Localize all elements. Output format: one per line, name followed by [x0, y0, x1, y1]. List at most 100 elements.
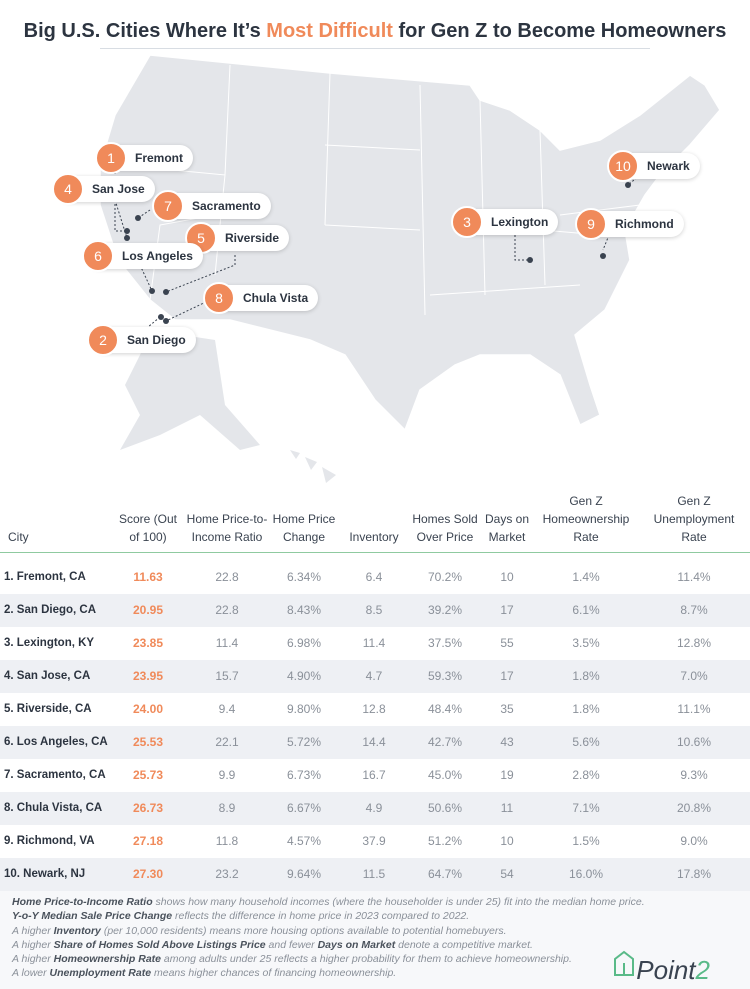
city-cell: 4. San Jose, CA	[0, 659, 112, 693]
value-cell: 51.2%	[427, 834, 463, 848]
rank-badge: 1	[95, 142, 127, 174]
table-row: 2. San Diego, CA 20.95 22.8 8.43% 8.5 39.2% 17…	[0, 593, 750, 627]
footnote-text: Home Price-to-Income Ratio	[12, 896, 153, 908]
value-cell: 55	[500, 636, 514, 650]
page-title: Big U.S. Cities Where It’s Most Difficul…	[0, 20, 750, 43]
value-cell: 17	[480, 593, 534, 627]
table-row: 4. San Jose, CA 23.95 15.7 4.90% 4.7 59.3% 17 1…	[0, 659, 750, 693]
footnotes: Home Price-to-Income Ratio shows how man…	[0, 891, 750, 989]
table-row: 1. Fremont, CA 11.63 22.8 6.34% 6.4 70.2% 10 1.…	[0, 561, 750, 594]
column-header: Homes Sold Over Price	[410, 492, 480, 553]
value-cell: 22.1	[184, 725, 270, 759]
city-cell: 1. Fremont, CA	[4, 571, 86, 583]
city-name: Riverside	[225, 231, 280, 245]
value-cell: 10	[500, 834, 514, 848]
footnote-text: Homeownership Rate	[53, 953, 161, 966]
value-cell: 42.7%	[410, 725, 480, 759]
city-name: San Jose	[92, 182, 145, 196]
footnote-text: reflects the difference in home price in…	[172, 910, 470, 923]
value-cell: 12.8%	[676, 636, 712, 650]
footnote-text: among adults under 25 reflects a higher …	[161, 953, 572, 966]
table-row: 8. Chula Vista, CA 26.73 8.9 6.67% 4.9 50.6% 1…	[0, 791, 750, 825]
footnote-text: Y-o-Y Median Sale Price Change	[12, 910, 173, 923]
value-cell: 17.8%	[638, 857, 750, 891]
value-cell: 10	[500, 570, 514, 584]
value-cell: 54	[480, 857, 534, 891]
city-cell: 10. Newark, NJ	[0, 857, 112, 891]
city-name: Chula Vista	[243, 291, 309, 305]
score-cell: 25.73	[132, 768, 164, 782]
value-cell: 6.1%	[534, 593, 638, 627]
map-label-san-diego: 2 San Diego	[87, 324, 196, 356]
rankings-table: City Score (Out of 100) Home Price-to-Inco…	[0, 492, 750, 891]
footnote-text: and fewer	[265, 938, 318, 951]
rank-badge: 9	[575, 208, 607, 240]
value-cell: 6.34%	[286, 570, 322, 584]
value-cell: 6.4	[365, 570, 383, 584]
title-text-end: for Gen Z to Become Homeowners	[392, 20, 727, 42]
footnote-text: shows how many household incomes (where …	[152, 896, 645, 908]
value-cell: 4.90%	[270, 659, 338, 693]
value-cell: 9.80%	[286, 702, 322, 716]
us-map	[99, 55, 721, 483]
value-cell: 11.1%	[677, 702, 711, 716]
score-cell: 25.53	[112, 725, 184, 759]
alaska	[120, 330, 260, 450]
map-label-san-jose: 4 San Jose	[52, 173, 155, 205]
rank-badge: 7	[152, 190, 184, 222]
map-label-richmond: 9 Richmond	[575, 208, 684, 240]
footnote: Y-o-Y Median Sale Price Change reflects …	[12, 909, 738, 923]
spacer	[0, 553, 750, 561]
value-cell: 48.4%	[427, 702, 463, 716]
house-icon	[614, 950, 635, 976]
score-cell: 26.73	[112, 791, 184, 825]
rank-badge: 8	[203, 282, 235, 314]
city-cell: 6. Los Angeles, CA	[0, 725, 112, 759]
footnote: A higher Homeownership Rate among adults…	[12, 952, 738, 966]
value-cell: 20.8%	[638, 791, 750, 825]
value-cell: 1.8%	[534, 659, 638, 693]
value-cell: 23.2	[184, 857, 270, 891]
city-cell: 8. Chula Vista, CA	[0, 791, 112, 825]
value-cell: 39.2%	[410, 593, 480, 627]
table-row: 7. Sacramento, CA 25.73 9.9 6.73% 16.7 45.0% 1…	[0, 759, 750, 792]
footnote-text: Days on Market	[317, 938, 396, 951]
footnote-text: means higher chances of financing homeow…	[151, 967, 397, 980]
column-header: City	[0, 492, 112, 553]
value-cell: 11.4%	[677, 570, 711, 584]
city-name: Lexington	[491, 215, 549, 229]
value-cell: 1.5%	[572, 834, 600, 848]
table-row: 9. Richmond, VA 27.18 11.8 4.57% 37.9 51.2% 10…	[0, 825, 750, 858]
footnote-text: denote a competitive market.	[395, 938, 533, 951]
value-cell: 59.3%	[410, 659, 480, 693]
footnote: A higher Inventory (per 10,000 residents…	[12, 924, 738, 938]
value-cell: 9.64%	[270, 857, 338, 891]
map-label-chula-vista: 8 Chula Vista	[203, 282, 319, 314]
value-cell: 14.4	[338, 725, 410, 759]
point2-logo: Point 2	[612, 949, 710, 983]
value-cell: 10.6%	[638, 725, 750, 759]
value-cell: 45.0%	[427, 768, 463, 782]
map-label-sacramento: 7 Sacramento	[152, 190, 271, 222]
column-header: Score (Out of 100)	[112, 492, 184, 553]
city-name: Newark	[647, 159, 690, 173]
value-cell: 8.5	[338, 593, 410, 627]
rank-badge: 10	[607, 150, 639, 182]
footnote-text: Unemployment Rate	[49, 967, 152, 980]
footnote-text: A higher	[12, 938, 54, 951]
city-name: San Diego	[127, 333, 186, 347]
value-cell: 35	[500, 702, 514, 716]
rank-badge: 6	[82, 240, 114, 272]
value-cell: 70.2%	[427, 570, 463, 584]
value-cell: 16.7	[362, 768, 386, 782]
footnote-text: A lower	[12, 967, 50, 980]
value-cell: 11	[480, 791, 534, 825]
map-label-los-angeles: 6 Los Angeles	[82, 240, 203, 272]
value-cell: 64.7%	[410, 857, 480, 891]
score-cell: 27.18	[132, 834, 164, 848]
value-cell: 17	[480, 659, 534, 693]
value-cell: 5.6%	[534, 725, 638, 759]
column-header: Days on Market	[480, 492, 534, 553]
table-row: 5. Riverside, CA 24.00 9.4 9.80% 12.8 48.4% 35…	[0, 693, 750, 726]
map-label-fremont: 1 Fremont	[95, 142, 193, 174]
